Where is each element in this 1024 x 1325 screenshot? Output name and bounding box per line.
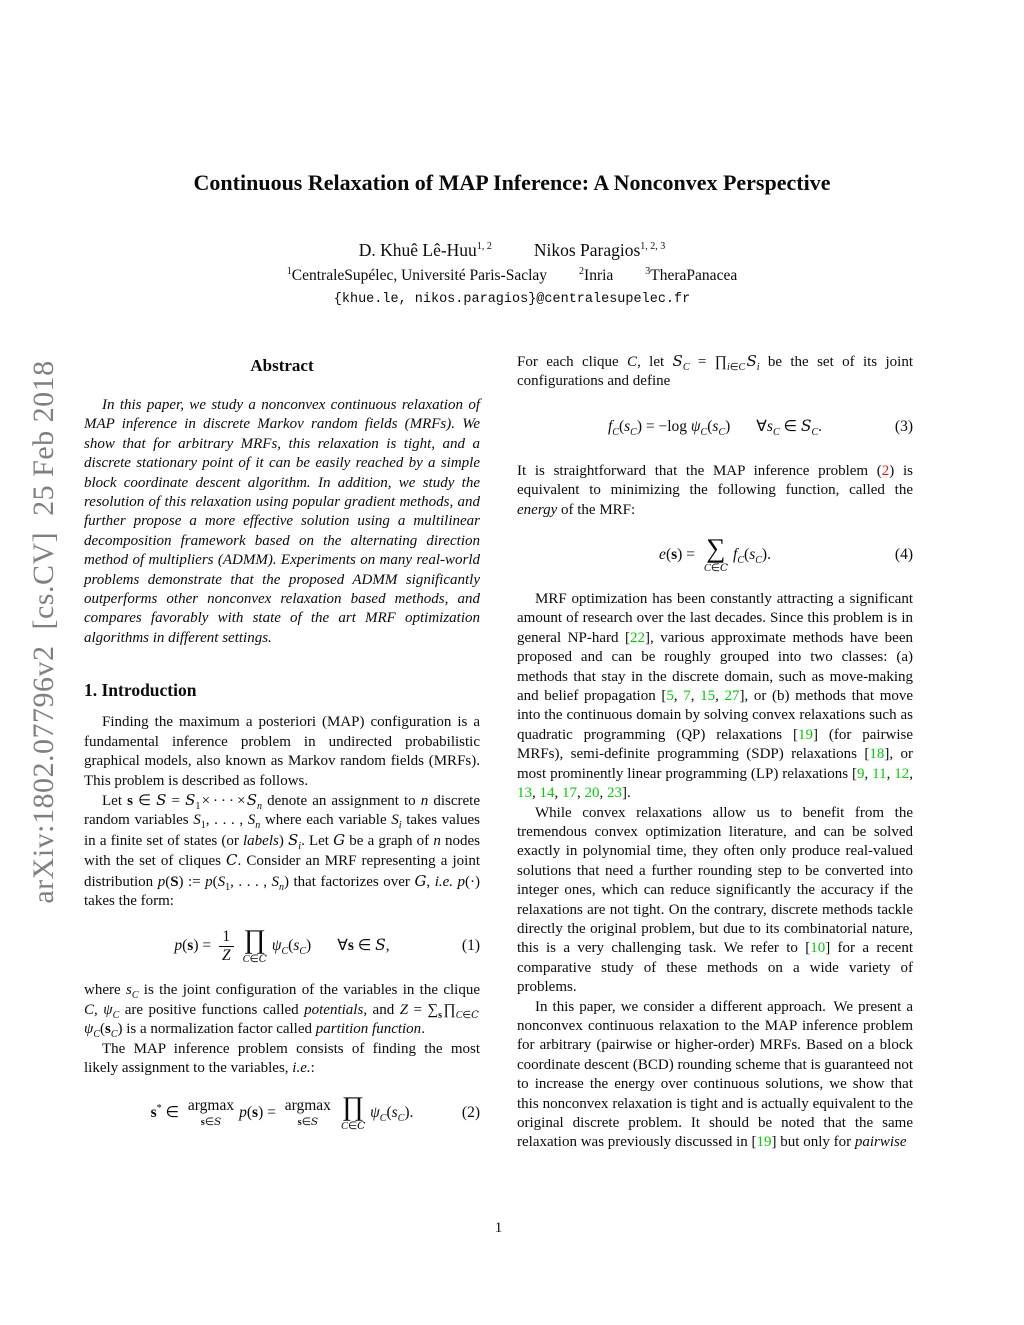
intro-paragraph-2: Let s ∈ S = S1 × · · · × Sn denote an as…: [84, 790, 481, 909]
intro-paragraph-3: where sC is the joint configuration of t…: [84, 982, 480, 1041]
affiliations-line: 1CentraleSupélec, Université Paris-Sacla…: [286, 265, 738, 284]
equation-3-number: (3): [894, 417, 913, 435]
right-paragraph-2: It is straightforward that the MAP infer…: [517, 462, 913, 518]
citation-link[interactable]: 9: [857, 765, 865, 782]
equation-ref-link[interactable]: 2: [881, 462, 890, 479]
citation-link[interactable]: 13: [517, 785, 532, 802]
citation-link[interactable]: 18: [869, 746, 885, 763]
equation-4: e(s) = ∑ C∈C fC(sC). (4): [517, 533, 913, 577]
left-column: Abstract In this paper, we study a nonco…: [84, 352, 480, 1153]
citation-link[interactable]: 11: [872, 765, 887, 782]
citation-link[interactable]: 10: [810, 940, 826, 957]
citation-link[interactable]: 7: [683, 688, 691, 705]
citation-link[interactable]: 19: [797, 726, 813, 743]
right-paragraph-3: MRF optimization has been constantly att…: [517, 591, 914, 802]
citation-link[interactable]: 20: [584, 785, 600, 802]
right-paragraph-4: While convex relaxations allow us to ben…: [517, 804, 914, 996]
citation-link[interactable]: 5: [666, 688, 674, 705]
citation-link[interactable]: 27: [724, 688, 740, 705]
right-paragraph-1: For each clique C, let SC = ∏i∈C Si be t…: [517, 352, 913, 390]
right-paragraph-5: In this paper, we consider a different a…: [517, 998, 913, 1151]
citation-link[interactable]: 12: [894, 765, 910, 782]
citation-link[interactable]: 17: [562, 785, 577, 802]
equation-4-body: e(s) = ∑ C∈C fC(sC).: [659, 532, 771, 574]
two-column-body: Abstract In this paper, we study a nonco…: [84, 352, 913, 1153]
page-number: 1: [494, 1220, 503, 1236]
equation-3: fC(sC) = −log ψC(sC) ∀sC ∈ SC. (3): [517, 405, 913, 449]
abstract-text: In this paper, we study a nonconvex cont…: [84, 397, 480, 646]
citation-link[interactable]: 22: [630, 629, 646, 646]
citation-link[interactable]: 19: [756, 1134, 772, 1151]
equation-2: s* ∈ argmax s∈S p(s) = argmax s∈S ∏ C∈C ψC(sC)…: [84, 1091, 480, 1135]
citation-link[interactable]: 15: [700, 688, 716, 705]
arxiv-watermark: arXiv:1802.07796v2 [cs.CV] 25 Feb 2018: [27, 360, 60, 904]
paper-title: Continuous Relaxation of MAP Inference: …: [193, 170, 831, 195]
equation-1: p(s) = 1 Z ∏ C∈C ψC(sC) ∀s ∈ S, (1): [84, 924, 480, 968]
equation-1-number: (1): [461, 937, 480, 955]
equation-1-body: p(s) = 1 Z ∏ C∈C ψC(sC) ∀s ∈ S,: [174, 923, 390, 966]
intro-paragraph-1: Finding the maximum a posteriori (MAP) c…: [84, 714, 480, 789]
right-column: For each clique C, let SC = ∏i∈C Si be t…: [517, 352, 913, 1153]
citation-link[interactable]: 14: [539, 785, 555, 802]
email-line: {khue.le, nikos.paragios}@centralesupele…: [333, 292, 691, 307]
intro-paragraph-4: The MAP inference problem consists of fi…: [84, 1040, 480, 1076]
equation-3-body: fC(sC) = −log ψC(sC) ∀sC ∈ SC.: [607, 417, 823, 439]
abstract-heading: Abstract: [250, 356, 314, 375]
citation-link[interactable]: 23: [607, 785, 622, 802]
equation-2-body: s* ∈ argmax s∈S p(s) = argmax s∈S ∏ C∈C ψC(sC)…: [150, 1090, 414, 1133]
authors-line: D. Khuê Lê-Huu1, 2 Nikos Paragios1, 2, 3: [358, 240, 666, 260]
equation-4-number: (4): [894, 546, 913, 564]
equation-2-number: (2): [461, 1104, 480, 1122]
section-heading-introduction: 1. Introduction: [84, 680, 197, 701]
